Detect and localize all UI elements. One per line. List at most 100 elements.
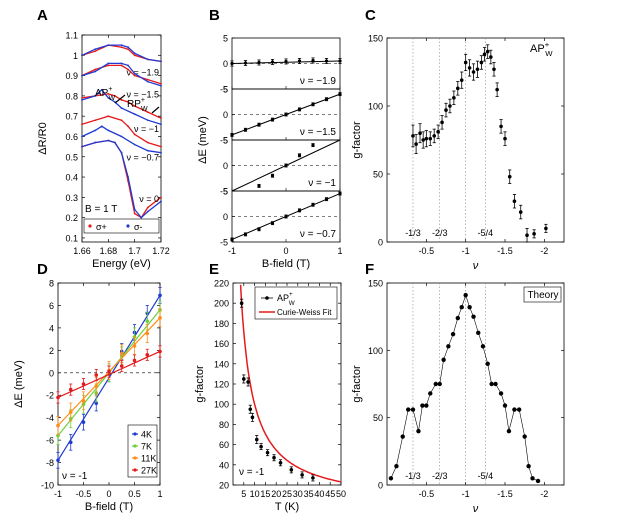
y-axis-label: ΔR/R0 (37, 122, 49, 154)
data-point (81, 399, 86, 403)
x-tick-label: 15 (260, 489, 270, 499)
panel-label: D (37, 261, 48, 278)
spectrum-point (160, 151, 162, 154)
curve-label: ν = 0 (139, 194, 159, 204)
x-tick-label: -1 (54, 489, 62, 499)
spectrum-point (133, 133, 136, 136)
data-point (324, 97, 329, 101)
data-point (444, 108, 448, 112)
x-tick-label: 20 (271, 489, 281, 499)
x-tick-label: 50 (336, 489, 346, 499)
theory-point (530, 476, 535, 481)
y-tick-label: -5 (220, 238, 228, 248)
legend-marker (133, 468, 137, 472)
data-point (448, 104, 452, 108)
data-point (119, 351, 124, 356)
axes-frame (386, 282, 565, 486)
data-point (265, 450, 270, 455)
y-axis-label: ΔE (meV) (197, 116, 209, 164)
spectrum-blue-1 (81, 62, 162, 87)
y-tick-label: 0 (378, 481, 383, 491)
spectrum-point (81, 99, 83, 101)
curve-label: ν = −1.5 (126, 90, 159, 100)
x-axis-label: Energy (eV) (92, 258, 151, 270)
legend-label: 4K (141, 430, 152, 440)
theory-point (480, 344, 486, 349)
spectrum-blue-0 (81, 44, 162, 63)
spectrum-point (120, 107, 123, 109)
data-point (475, 67, 480, 72)
data-point (532, 232, 536, 236)
y-tick-label: 5 (223, 136, 228, 146)
spectrum-point (94, 94, 97, 97)
theory-point (489, 381, 494, 387)
subplot-nu-label: ν = −0.7 (300, 229, 337, 240)
data-point (243, 128, 248, 132)
theory-point (450, 331, 456, 337)
curve-label: ν = −1.9 (126, 67, 159, 77)
y-tick-label: 20 (219, 481, 229, 491)
theory-point (526, 463, 531, 469)
legend-label: 11K (141, 454, 156, 464)
field-label: B = 1 T (85, 204, 117, 215)
theory-point (433, 381, 438, 387)
x-tick-label: -0.5 (76, 489, 92, 499)
x-tick-label: 35 (304, 489, 314, 499)
theory-point (471, 314, 476, 319)
subplot-nu-label: ν = −1.9 (300, 76, 337, 87)
spectrum-point (146, 80, 149, 83)
spectrum-point (120, 46, 123, 49)
legend-marker (133, 456, 137, 460)
y-tick-label: -5 (220, 136, 228, 146)
y-tick-label: 80 (219, 420, 229, 430)
data-point (284, 214, 288, 219)
spectrum-point (120, 135, 123, 138)
reference-label: -1/3 (405, 471, 421, 481)
spectrum-point (94, 48, 97, 51)
spectrum-point (127, 176, 129, 178)
y-tick-label: 5 (223, 187, 228, 197)
spectrum-point (133, 54, 136, 57)
x-tick-label: 5 (241, 489, 246, 499)
spectrum-point (133, 212, 136, 215)
legend-label: Theory (527, 290, 558, 301)
data-point (248, 407, 253, 412)
data-point (145, 353, 150, 357)
theory-point (428, 391, 433, 396)
data-point (242, 377, 246, 381)
data-point (243, 232, 248, 236)
y-axis-label: g-factor (194, 365, 206, 403)
spectrum-point (114, 141, 116, 144)
legend-label: Curie-Weiss Fit (277, 308, 332, 317)
data-point (424, 136, 429, 141)
spectrum-point (133, 113, 136, 116)
spectrum-point (133, 143, 136, 146)
y-tick-label: 5 (223, 34, 228, 44)
x-tick-label: 1.72 (152, 246, 170, 256)
panel-a: A 1.66 1.68 1.7 1.72 0.1 0.2 0.3 0.4 0.5 0.6 0.7 0.8… (37, 7, 170, 270)
data-point (311, 58, 315, 63)
y-tick-label: -2 (46, 391, 54, 401)
data-point (81, 420, 86, 424)
theory-point (516, 407, 522, 412)
data-point (324, 59, 329, 63)
data-point (544, 226, 548, 231)
spectrum-point (127, 46, 129, 49)
spectrum-point (133, 74, 136, 77)
spectrum-red-3 (81, 115, 162, 148)
spectrum-point (107, 129, 110, 132)
data-point (56, 423, 60, 428)
y-tick-label: 100 (214, 400, 229, 410)
theory-point (498, 391, 504, 396)
data-point (278, 460, 283, 465)
legend-label: σ+ (96, 222, 107, 232)
data-point (499, 124, 503, 129)
y-tick-label: 0.6 (65, 132, 78, 142)
panel-e: E5 10 15 20 25 30 35 40 45 5020406080100120140160… (194, 261, 346, 513)
data-point (338, 191, 342, 196)
y-tick-label: 5 (223, 85, 228, 95)
data-point (463, 60, 468, 65)
y-tick-label: 8 (49, 279, 54, 289)
spectrum-point (146, 119, 149, 122)
data-point (479, 60, 484, 65)
